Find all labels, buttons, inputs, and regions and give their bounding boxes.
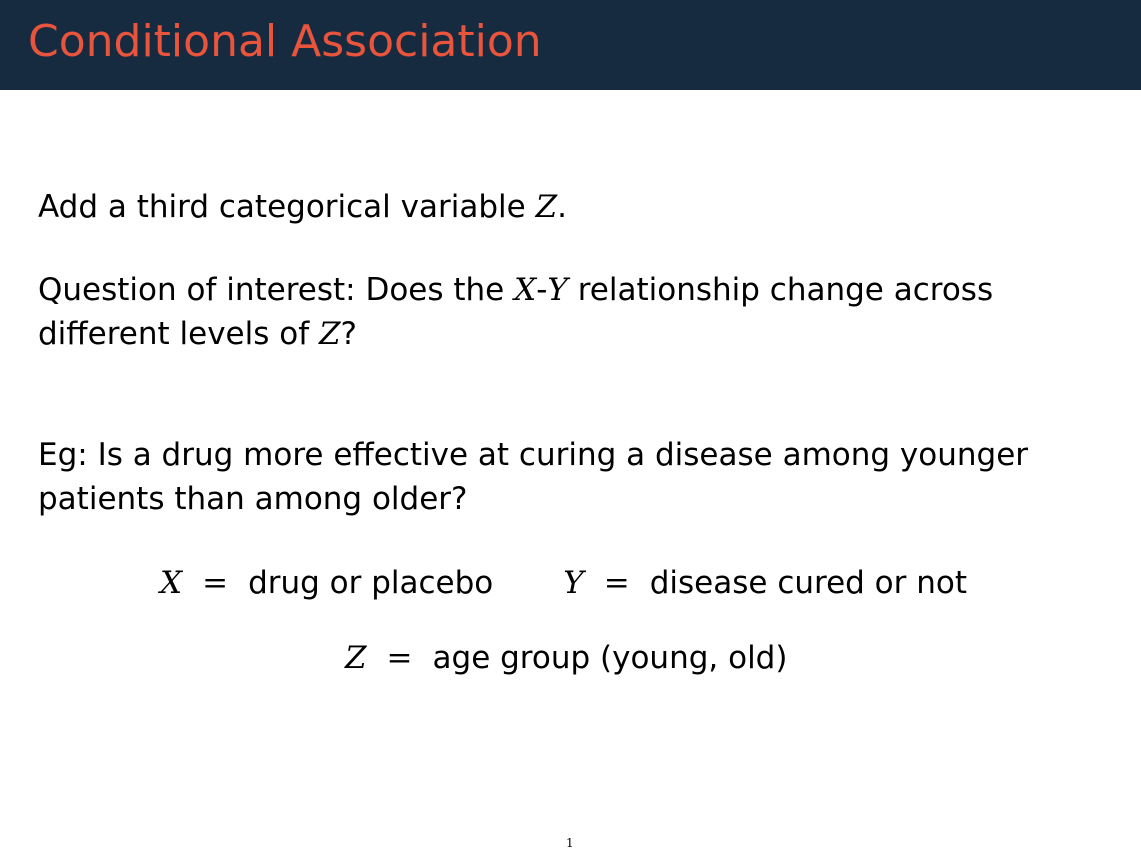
def-z-var: Z [345, 640, 367, 676]
def-z-desc: age group (young, old) [432, 640, 788, 676]
paragraph-add-variable: Add a third categorical variable Z. [38, 185, 567, 229]
p2-dash: - [536, 272, 548, 308]
def-x-var: X [160, 565, 183, 601]
p2-var-z: Z [318, 316, 341, 352]
slide-title: Conditional Association [28, 16, 542, 67]
def-y-var: Y [563, 565, 584, 601]
p3-line-2: patients than among older? [38, 481, 468, 517]
def-x-equals: = [202, 565, 229, 601]
definitions-z: Z = age group (young, old) [345, 636, 787, 680]
paragraph-example: Eg: Is a drug more effective at curing a… [38, 433, 1028, 521]
p2-var-x: X [514, 272, 537, 308]
def-x-desc: drug or placebo [248, 565, 494, 601]
paragraph-question: Question of interest: Does the X-Y relat… [38, 268, 993, 356]
page-number: 1 [566, 836, 574, 850]
p2-line2-a: different levels of [38, 316, 319, 352]
p1-text-a: Add a third categorical variable [38, 189, 536, 225]
def-y-desc: disease cured or not [649, 565, 968, 601]
p3-line-1: Eg: Is a drug more effective at curing a… [38, 437, 1029, 473]
def-y-equals: = [603, 565, 630, 601]
p2-line2-b: ? [340, 316, 357, 352]
def-z-equals: = [386, 640, 413, 676]
p1-var-z: Z [535, 189, 558, 225]
p2-line-1: Question of interest: Does the X-Y relat… [38, 268, 993, 312]
title-bar: Conditional Association [0, 0, 1141, 90]
p2-line-2: different levels of Z? [38, 312, 993, 356]
definitions-xy: X = drug or placebo Y = disease cured or not [160, 561, 967, 605]
p2-var-y: Y [547, 272, 568, 308]
p1-text-b: . [557, 189, 567, 225]
p2-text-a: Question of interest: Does the [38, 272, 515, 308]
p2-text-b: relationship change across [567, 272, 994, 308]
